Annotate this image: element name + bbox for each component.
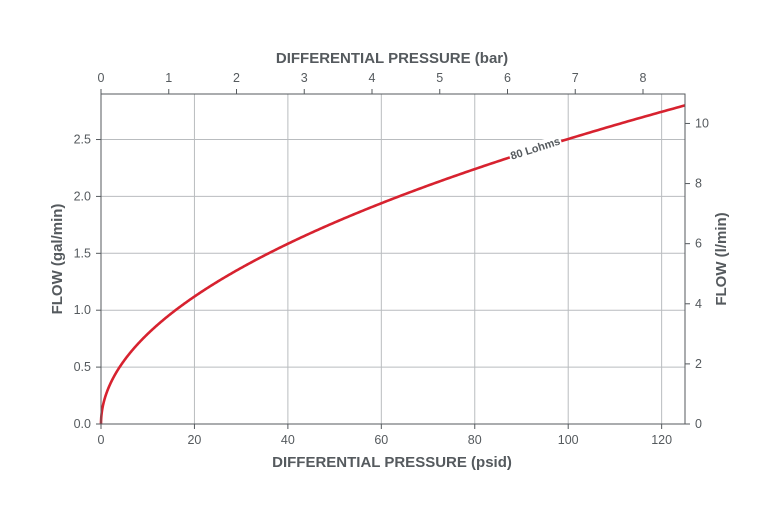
tick-label-x-top-3: 3: [301, 71, 308, 85]
tick-label-x-bottom-40: 40: [281, 433, 295, 447]
tick-label-y-left-0.0: 0.0: [74, 417, 91, 431]
tick-label-x-top-8: 8: [640, 71, 647, 85]
tick-label-y-right-8: 8: [695, 177, 702, 191]
tick-label-x-top-0: 0: [98, 71, 105, 85]
grid-lines: [101, 94, 685, 424]
tick-label-x-top-7: 7: [572, 71, 579, 85]
tick-label-x-bottom-0: 0: [98, 433, 105, 447]
tick-label-x-top-5: 5: [436, 71, 443, 85]
tick-label-x-bottom-20: 20: [187, 433, 201, 447]
tick-label-x-bottom-120: 120: [651, 433, 672, 447]
y-axis-right-title: FLOW (l/min): [713, 212, 730, 305]
tick-label-x-top-6: 6: [504, 71, 511, 85]
tick-label-y-right-10: 10: [695, 116, 709, 130]
annotation-background: [507, 134, 564, 165]
y-axis-left-title: FLOW (gal/min): [49, 204, 66, 315]
tick-label-y-right-2: 2: [695, 357, 702, 371]
tick-label-y-left-1.0: 1.0: [74, 303, 91, 317]
x-axis-bottom-title: DIFFERENTIAL PRESSURE (psid): [272, 454, 512, 471]
tick-label-y-left-2.0: 2.0: [74, 189, 91, 203]
tick-label-x-top-1: 1: [165, 71, 172, 85]
tick-label-y-left-0.5: 0.5: [74, 360, 91, 374]
tick-label-x-bottom-60: 60: [374, 433, 388, 447]
tick-label-y-left-2.5: 2.5: [74, 133, 91, 147]
tick-label-x-bottom-100: 100: [558, 433, 579, 447]
plot-frame: [100, 93, 686, 425]
tick-label-y-right-0: 0: [695, 417, 702, 431]
tick-label-x-bottom-80: 80: [468, 433, 482, 447]
tick-label-y-left-1.5: 1.5: [74, 246, 91, 260]
tick-label-y-right-4: 4: [695, 297, 702, 311]
tick-label-y-right-6: 6: [695, 237, 702, 251]
series-line-80-lohms: [99, 104, 686, 424]
x-axis-top-title: DIFFERENTIAL PRESSURE (bar): [276, 50, 508, 67]
tick-label-x-top-4: 4: [369, 71, 376, 85]
tick-label-x-top-2: 2: [233, 71, 240, 85]
series-annotation: 80 Lohms: [507, 134, 564, 165]
axis-ticks: [96, 89, 690, 429]
